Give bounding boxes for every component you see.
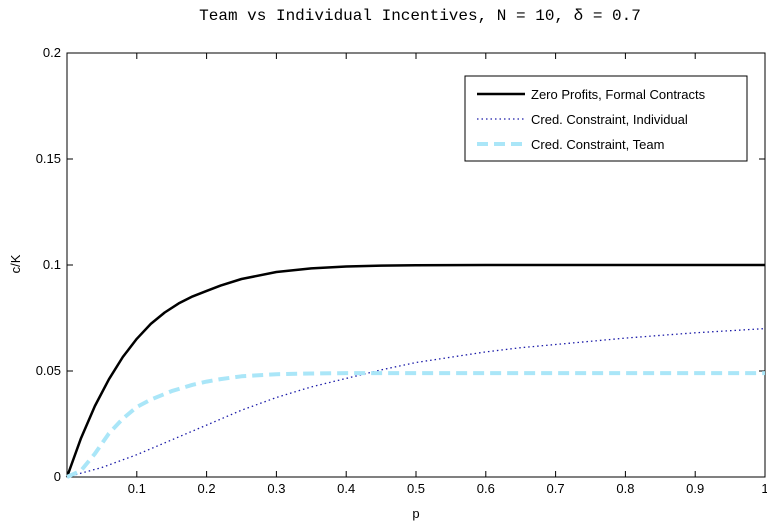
y-axis-label: c/K (8, 254, 23, 273)
series-line-3 (66, 371, 765, 479)
y-tick-label: 0.05 (36, 363, 61, 378)
legend-label-2: Cred. Constraint, Individual (531, 112, 688, 127)
x-tick-label: 0.6 (477, 481, 495, 496)
x-axis-label: p (412, 506, 419, 521)
x-tick-label: 0.2 (198, 481, 216, 496)
y-tick-label: 0 (54, 469, 61, 484)
x-tick-label: 0.3 (267, 481, 285, 496)
y-tick-label: 0.1 (43, 257, 61, 272)
legend-box (464, 75, 748, 162)
x-tick-label: 0.9 (686, 481, 704, 496)
legend-label-3: Cred. Constraint, Team (531, 137, 664, 152)
y-tick-label: 0.2 (43, 45, 61, 60)
legend: Zero Profits, Formal Contracts Cred. Cons… (464, 75, 748, 162)
x-tick-label: 0.8 (616, 481, 634, 496)
chart-title: Team vs Individual Incentives, N = 10, δ… (199, 7, 641, 25)
series-line-1 (65, 263, 765, 478)
x-tick-label: 0.4 (337, 481, 355, 496)
x-tick-label: 0.1 (128, 481, 146, 496)
x-tick-label: 0.7 (547, 481, 565, 496)
legend-label-1: Zero Profits, Formal Contracts (531, 87, 706, 102)
x-tick-label: 0.5 (407, 481, 425, 496)
y-tick-label: 0.15 (36, 151, 61, 166)
x-tick-label: 1 (761, 481, 767, 496)
